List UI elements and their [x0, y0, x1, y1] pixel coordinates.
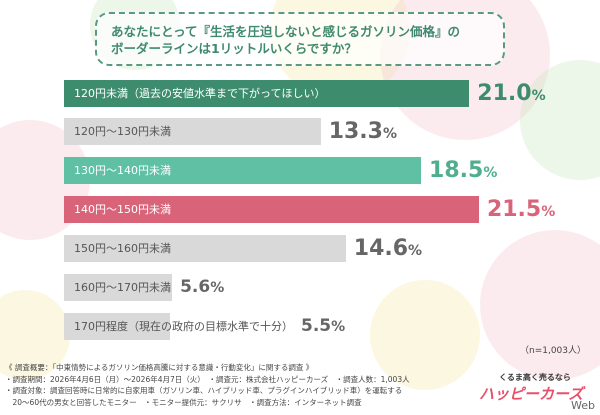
value-label: 21.5% [487, 196, 555, 226]
bar-label: 170円程度（現在の政府の目標水準で十分） [74, 320, 293, 333]
bar-label: 160円〜170円未満 [74, 281, 171, 294]
logo-tagline: くるま高く売るなら [499, 373, 571, 382]
value-label: 5.6% [180, 274, 224, 302]
value-number: 13.3 [328, 119, 383, 144]
chart-title: あなたにとって『生活を圧迫しないと感じるガソリン価格』の ボーダーラインは1リッ… [95, 12, 505, 66]
bar-chart: 120円未満（過去の安値水準まで下がってほしい） 21.0% 120円〜130円未満… [64, 80, 555, 341]
bar-label: 150円〜160円未満 [74, 242, 171, 255]
value-number: 5.5 [301, 316, 332, 336]
value-unit: % [531, 88, 546, 104]
value-number: 21.0 [477, 81, 532, 106]
value-label: 5.5% [301, 313, 345, 341]
bar-label: 120円未満（過去の安値水準まで下がってほしい） [74, 87, 326, 100]
note-line: ・調査対象：調査回答時に日常的に自家用車（ガソリン車、ハイブリッド車、プラグイン… [5, 386, 403, 395]
value-unit: % [331, 319, 346, 335]
value-unit: % [541, 204, 556, 220]
value-label: 18.5% [429, 157, 497, 187]
bar [64, 80, 470, 107]
note-line: ・調査期間：2026年4月6日（月）〜2026年4月7日（火） ・調査元：株式会… [5, 374, 410, 384]
value-unit: % [210, 280, 225, 296]
value-label: 21.0% [477, 80, 545, 110]
value-unit: % [408, 243, 423, 259]
bar-label: 120円〜130円未満 [74, 125, 171, 138]
value-number: 5.6 [180, 277, 211, 297]
logo-name: ハッピーカーズ [479, 385, 584, 403]
bar [64, 118, 321, 145]
value-number: 18.5 [429, 158, 484, 183]
value-label: 13.3% [329, 118, 397, 148]
bar [64, 196, 479, 223]
survey-notes: 《 調査概要：「中東情勢によるガソリン価格高騰に対する意識・行動変化」に関する調… [5, 362, 465, 408]
bar-label: 140円〜150円未満 [74, 203, 171, 216]
sample-size: （n=1,003人） [519, 346, 586, 356]
value-unit: % [382, 126, 397, 142]
bar [64, 274, 173, 301]
happy-cars-logo: くるま高く売るなら ハッピーカーズ Web [475, 372, 597, 412]
logo-suffix: Web [571, 399, 595, 412]
value-number: 14.6 [353, 236, 409, 261]
value-unit: % [483, 165, 498, 181]
bar [64, 157, 422, 184]
bar [64, 235, 346, 262]
value-number: 21.5 [486, 197, 542, 222]
bar [64, 313, 171, 340]
title-line-1: あなたにとって『生活を圧迫しないと感じるガソリン価格』の [111, 24, 461, 39]
value-label: 14.6% [354, 235, 422, 265]
note-line: 《 調査概要：「中東情勢によるガソリン価格高騰に対する意識・行動変化」に関する調… [5, 363, 314, 372]
title-line-2: ボーダーラインは1リットルいくらですか？ [111, 41, 357, 56]
note-line: 20〜60代の男女と回答したモニター ・モニター提供元：サクリサ ・調査方法：イ… [5, 397, 362, 407]
bar-label: 130円〜140円未満 [74, 164, 171, 177]
